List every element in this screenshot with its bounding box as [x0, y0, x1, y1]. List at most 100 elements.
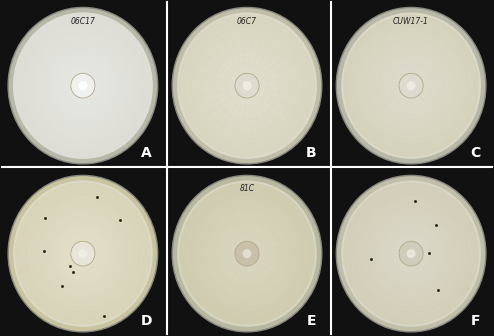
- Text: 81C: 81C: [240, 184, 254, 194]
- Ellipse shape: [8, 7, 158, 164]
- Ellipse shape: [16, 16, 149, 155]
- Ellipse shape: [239, 245, 255, 262]
- Ellipse shape: [197, 33, 297, 138]
- Ellipse shape: [226, 232, 268, 276]
- Ellipse shape: [71, 241, 95, 266]
- Ellipse shape: [371, 44, 451, 127]
- Ellipse shape: [336, 175, 486, 332]
- Ellipse shape: [379, 220, 443, 287]
- Ellipse shape: [199, 36, 295, 136]
- Ellipse shape: [197, 201, 297, 306]
- Ellipse shape: [363, 204, 459, 304]
- Ellipse shape: [71, 73, 95, 98]
- Ellipse shape: [212, 217, 282, 290]
- Ellipse shape: [336, 7, 486, 164]
- Ellipse shape: [172, 7, 322, 164]
- Ellipse shape: [48, 217, 118, 290]
- Ellipse shape: [215, 52, 279, 119]
- Ellipse shape: [358, 30, 464, 141]
- Ellipse shape: [399, 241, 423, 266]
- Ellipse shape: [186, 190, 308, 318]
- Ellipse shape: [215, 220, 279, 287]
- Ellipse shape: [33, 201, 133, 306]
- Ellipse shape: [218, 55, 276, 116]
- Ellipse shape: [30, 30, 136, 141]
- Ellipse shape: [245, 83, 249, 88]
- Ellipse shape: [376, 49, 446, 122]
- Ellipse shape: [80, 83, 85, 88]
- Ellipse shape: [59, 228, 107, 279]
- Ellipse shape: [56, 226, 110, 282]
- Ellipse shape: [409, 251, 414, 256]
- Ellipse shape: [210, 47, 284, 125]
- Ellipse shape: [30, 198, 136, 309]
- Ellipse shape: [180, 184, 314, 323]
- Ellipse shape: [392, 66, 430, 105]
- Ellipse shape: [345, 16, 478, 155]
- Ellipse shape: [78, 80, 88, 91]
- Text: F: F: [471, 314, 480, 328]
- Ellipse shape: [379, 52, 443, 119]
- Ellipse shape: [41, 41, 125, 130]
- Ellipse shape: [8, 175, 158, 332]
- Ellipse shape: [242, 80, 252, 91]
- Ellipse shape: [384, 58, 438, 114]
- Ellipse shape: [374, 47, 449, 125]
- Ellipse shape: [231, 69, 263, 102]
- Ellipse shape: [62, 64, 104, 108]
- Ellipse shape: [56, 58, 110, 114]
- Ellipse shape: [212, 49, 282, 122]
- Ellipse shape: [202, 38, 292, 133]
- Ellipse shape: [72, 75, 93, 97]
- Ellipse shape: [341, 180, 481, 327]
- Ellipse shape: [172, 175, 322, 332]
- Ellipse shape: [191, 27, 303, 144]
- Ellipse shape: [366, 206, 456, 301]
- Ellipse shape: [361, 201, 461, 306]
- Ellipse shape: [236, 75, 258, 97]
- Text: 06C7: 06C7: [237, 16, 257, 26]
- Ellipse shape: [80, 251, 85, 256]
- Ellipse shape: [374, 215, 449, 293]
- Ellipse shape: [191, 195, 303, 312]
- Ellipse shape: [407, 249, 415, 258]
- Text: B: B: [306, 146, 316, 160]
- Text: CUW17-1: CUW17-1: [393, 16, 429, 26]
- Ellipse shape: [67, 237, 99, 270]
- Ellipse shape: [43, 212, 123, 295]
- Ellipse shape: [75, 245, 91, 262]
- Ellipse shape: [207, 44, 287, 127]
- Ellipse shape: [226, 64, 268, 108]
- Ellipse shape: [243, 81, 251, 90]
- Ellipse shape: [205, 209, 289, 298]
- Ellipse shape: [358, 198, 464, 309]
- Ellipse shape: [70, 240, 96, 267]
- Text: 06C17: 06C17: [71, 16, 95, 26]
- Ellipse shape: [406, 80, 416, 91]
- Ellipse shape: [51, 52, 115, 119]
- Ellipse shape: [353, 25, 470, 147]
- Ellipse shape: [384, 226, 438, 282]
- Ellipse shape: [403, 245, 419, 262]
- Ellipse shape: [220, 226, 274, 282]
- Ellipse shape: [19, 187, 147, 321]
- Ellipse shape: [48, 49, 118, 122]
- Ellipse shape: [205, 41, 289, 130]
- Ellipse shape: [347, 19, 475, 153]
- Ellipse shape: [183, 19, 311, 153]
- Ellipse shape: [189, 25, 305, 147]
- Ellipse shape: [350, 190, 472, 318]
- Ellipse shape: [78, 248, 88, 259]
- Ellipse shape: [79, 249, 87, 258]
- Ellipse shape: [234, 72, 260, 99]
- Ellipse shape: [401, 75, 422, 97]
- Ellipse shape: [70, 72, 96, 99]
- Ellipse shape: [64, 234, 102, 273]
- Ellipse shape: [27, 195, 139, 312]
- Ellipse shape: [35, 204, 131, 304]
- Ellipse shape: [75, 77, 91, 94]
- Ellipse shape: [22, 190, 144, 318]
- Ellipse shape: [16, 184, 149, 323]
- Ellipse shape: [245, 251, 249, 256]
- Ellipse shape: [79, 81, 87, 90]
